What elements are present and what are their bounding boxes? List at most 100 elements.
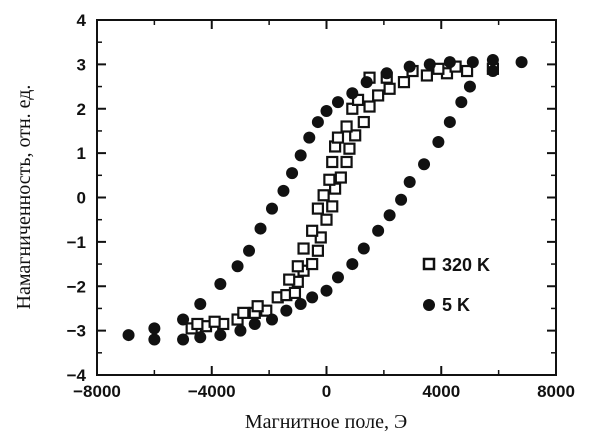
data-point-5k: [455, 96, 468, 109]
data-point-5k: [443, 116, 456, 129]
data-point-320k: [340, 155, 353, 169]
data-point-5k: [148, 333, 161, 346]
data-point-5k: [177, 313, 190, 326]
data-point-5k: [311, 116, 324, 129]
data-markers: [122, 53, 528, 346]
data-point-5k: [320, 284, 333, 297]
data-point-320k: [331, 131, 345, 144]
data-point-320k: [208, 315, 221, 328]
data-point-5k: [331, 96, 344, 109]
data-point-320k: [340, 120, 353, 133]
data-point-5k: [403, 60, 416, 73]
data-point-5k: [194, 298, 207, 310]
data-point-5k: [486, 53, 499, 66]
data-point-5k: [214, 329, 227, 342]
data-point-5k: [306, 291, 319, 304]
data-point-5k: [303, 131, 316, 144]
data-point-5k: [194, 331, 207, 344]
data-point-5k: [360, 76, 373, 89]
y-tick-label: 4: [77, 11, 87, 30]
data-point-320k: [323, 173, 336, 186]
data-point-320k: [283, 273, 296, 286]
data-point-320k: [363, 100, 376, 113]
data-point-5k: [122, 329, 135, 342]
data-point-5k: [346, 258, 359, 271]
data-point-320k: [306, 224, 319, 237]
y-tick-label: −4: [67, 366, 87, 385]
data-point-5k: [357, 242, 370, 255]
data-point-320k: [420, 69, 434, 82]
data-point-320k: [397, 76, 411, 89]
data-point-320k: [326, 155, 339, 169]
data-point-5k: [372, 224, 385, 237]
axis-ticks: −8000 −4000 0 4000 8000 −4 −3 −2 −1 0 1 2 3 4: [67, 11, 575, 401]
data-point-5k: [466, 56, 479, 69]
data-point-320k: [460, 64, 474, 78]
data-point-320k: [349, 129, 362, 142]
data-point-5k: [423, 58, 436, 71]
legend-marker-5k: [423, 299, 435, 311]
data-point-5k: [248, 317, 261, 330]
data-point-320k: [343, 142, 356, 155]
legend: 320 K 5 K: [422, 255, 490, 315]
data-point-5k: [331, 271, 344, 284]
data-point-5k: [148, 322, 161, 335]
x-tick-label: 4000: [422, 382, 460, 401]
data-point-320k: [357, 115, 370, 129]
data-point-5k: [265, 202, 278, 215]
data-point-320k: [311, 202, 324, 215]
data-point-320k: [251, 300, 264, 313]
data-point-5k: [214, 278, 227, 291]
data-point-5k: [294, 298, 307, 310]
data-point-5k: [515, 56, 528, 69]
data-point-5k: [346, 87, 359, 100]
data-point-5k: [234, 324, 247, 337]
data-point-320k: [311, 244, 324, 257]
data-point-320k: [291, 260, 304, 273]
x-axis-label: Магнитное поле, Э: [245, 411, 407, 433]
data-point-320k: [383, 82, 396, 95]
data-point-5k: [231, 260, 244, 273]
y-tick-label: 3: [77, 55, 86, 74]
data-point-320k: [372, 89, 385, 102]
data-point-320k: [326, 200, 339, 213]
data-point-5k: [443, 56, 456, 69]
data-point-5k: [286, 167, 299, 180]
data-point-320k: [320, 213, 333, 226]
data-point-5k: [265, 313, 278, 326]
data-point-320k: [317, 189, 330, 202]
data-point-320k: [297, 242, 310, 255]
y-tick-label: −1: [67, 233, 86, 252]
data-point-5k: [463, 80, 476, 93]
legend-marker-320k: [422, 257, 436, 271]
data-point-5k: [177, 333, 190, 346]
x-tick-label: 8000: [537, 382, 575, 401]
data-point-5k: [277, 184, 290, 197]
data-point-5k: [243, 244, 256, 257]
data-point-5k: [418, 158, 431, 171]
data-point-320k: [306, 257, 319, 271]
data-point-5k: [254, 222, 267, 235]
data-point-5k: [486, 65, 499, 78]
data-point-5k: [403, 175, 416, 188]
data-point-5k: [280, 304, 293, 317]
data-point-5k: [294, 149, 307, 162]
legend-label-320k: 320 K: [442, 255, 490, 275]
data-point-320k: [314, 231, 327, 244]
y-tick-label: −2: [67, 277, 86, 296]
legend-label-5k: 5 K: [442, 295, 470, 315]
x-tick-label: 0: [322, 382, 331, 401]
data-point-5k: [395, 193, 408, 206]
data-point-5k: [383, 209, 396, 222]
data-point-5k: [432, 136, 445, 149]
y-tick-label: 0: [77, 189, 86, 208]
data-point-320k: [237, 306, 250, 319]
y-tick-label: −3: [67, 322, 86, 341]
data-point-320k: [191, 317, 204, 331]
data-point-5k: [380, 67, 393, 80]
data-point-320k: [334, 171, 347, 184]
y-tick-label: 2: [77, 100, 86, 119]
y-axis-label: Намагниченность, отн. ед.: [13, 85, 35, 310]
x-tick-label: −8000: [73, 382, 121, 401]
